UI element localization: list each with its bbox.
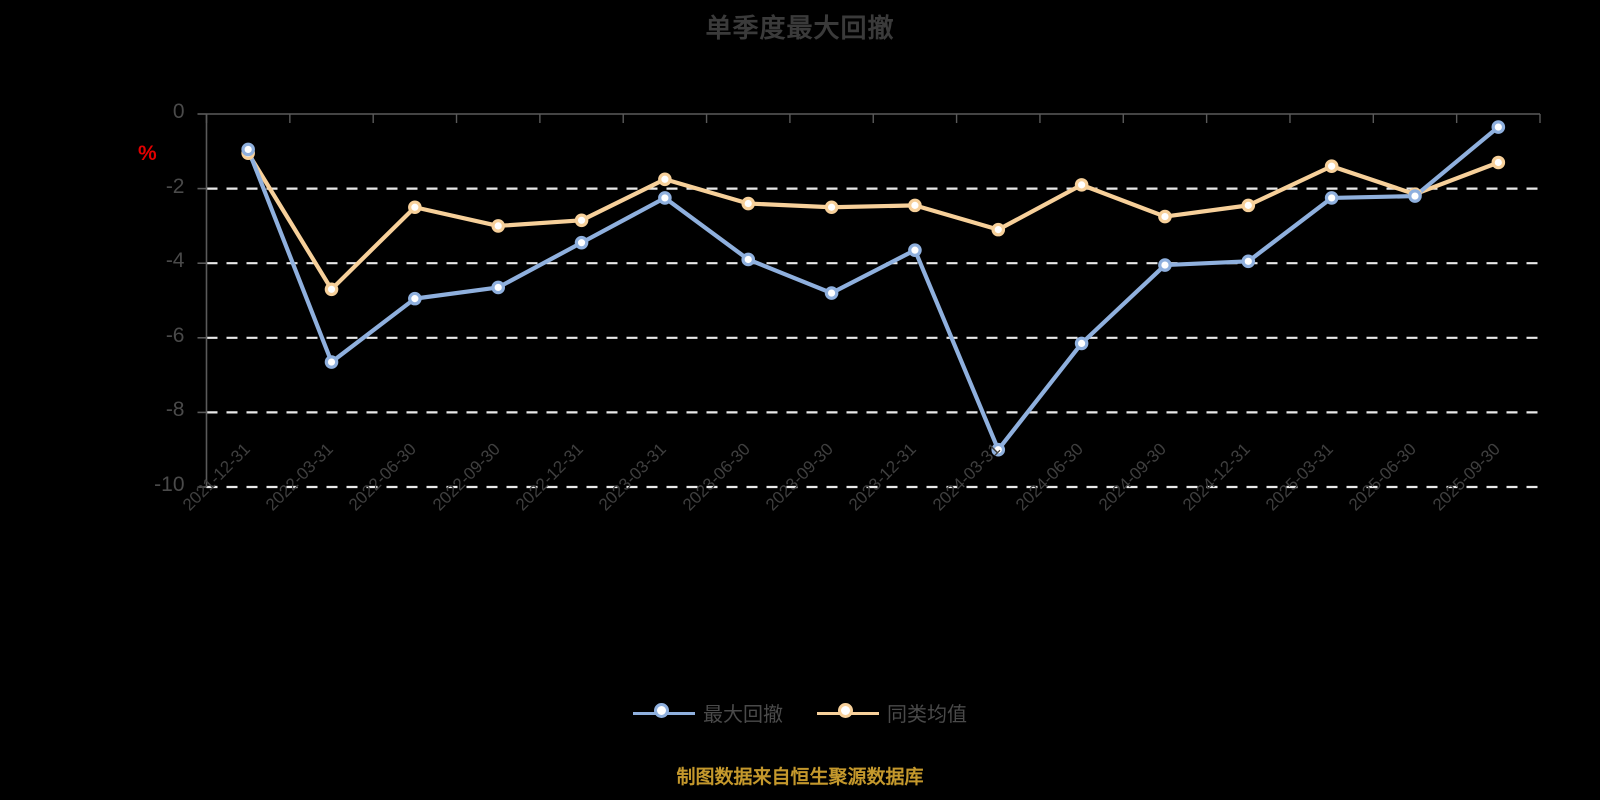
y-axis-tick-label: -2 [165,174,185,198]
data-point[interactable] [241,142,255,157]
data-point[interactable] [324,282,339,297]
data-point[interactable] [1241,254,1256,269]
chart-legend: 最大回撤 同类均值 [0,698,1600,727]
data-point[interactable] [574,235,589,250]
data-point[interactable] [741,196,756,211]
legend-marker-line-icon [633,700,695,726]
y-axis-tick-label: -6 [165,323,185,347]
data-point[interactable] [824,286,839,300]
series-line-1 [246,151,1501,292]
y-axis-tick-label: -10 [154,473,185,496]
series-line-0 [246,124,1501,452]
data-point[interactable] [408,291,422,306]
legend-item-0[interactable]: 最大回撤 [633,698,783,727]
legend-item-1[interactable]: 同类均值 [817,698,967,727]
data-point[interactable] [1241,198,1256,213]
legend-label-1: 同类均值 [887,704,967,726]
y-axis-tick-label: 0 [172,100,185,123]
data-point[interactable] [658,172,672,187]
data-point[interactable] [1324,159,1339,174]
data-point[interactable] [408,200,422,215]
data-point[interactable] [324,355,339,369]
data-point[interactable] [1158,209,1172,224]
data-point[interactable] [1324,191,1339,205]
data-point[interactable] [1074,336,1089,351]
data-point[interactable] [491,219,506,233]
data-point[interactable] [991,222,1006,237]
data-point[interactable] [824,200,839,215]
data-point[interactable] [491,280,506,295]
y-axis-tick-label: -4 [165,249,185,273]
y-axis-unit-label: % [138,142,157,165]
data-point[interactable] [1491,155,1506,170]
data-point[interactable] [1491,120,1506,134]
legend-marker-line-icon [817,700,879,726]
y-axis-tick-label: -8 [165,398,185,422]
data-point[interactable] [574,213,589,228]
data-point[interactable] [991,442,1006,457]
legend-label-0: 最大回撤 [703,704,783,726]
data-point[interactable] [1408,189,1422,203]
data-point[interactable] [658,191,672,205]
data-point[interactable] [1074,178,1089,192]
data-point[interactable] [741,252,756,267]
data-source-note: 制图数据来自恒生聚源数据库 [676,767,924,788]
data-point[interactable] [1158,258,1172,272]
data-point[interactable] [908,243,922,257]
data-point[interactable] [908,198,922,213]
page-title: 单季度最大回撤 [705,13,895,43]
